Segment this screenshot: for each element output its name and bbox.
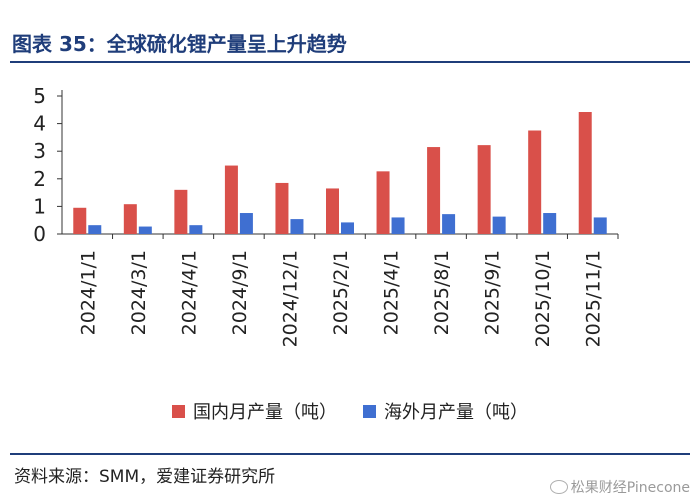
weibo-icon (549, 480, 568, 494)
x-tick-label: 2025/8/1 (431, 250, 453, 335)
bar-overseas (391, 217, 405, 234)
legend: 国内月产量（吨） 海外月产量（吨） (0, 398, 700, 424)
x-tick-label: 2024/9/1 (229, 250, 251, 335)
bar-domestic (578, 112, 592, 234)
bar-overseas (543, 213, 557, 234)
bar-domestic (376, 171, 390, 234)
source-note: 资料来源：SMM，爱建证券研究所 (14, 467, 276, 487)
bar-domestic (224, 165, 238, 234)
bar-overseas (442, 214, 456, 234)
y-tick-label: 3 (33, 139, 46, 163)
bar-overseas (341, 222, 354, 234)
bar-overseas (593, 217, 607, 234)
x-tick-label: 2025/2/1 (330, 250, 352, 335)
bar-overseas (290, 219, 304, 234)
page-title: 图表 35：全球硫化锂产量呈上升趋势 (12, 32, 347, 56)
x-tick-label: 2024/12/1 (279, 250, 301, 347)
legend-item-overseas: 海外月产量（吨） (363, 398, 528, 424)
bar-domestic (73, 207, 87, 234)
watermark: 松果财经Pinecone (549, 477, 690, 497)
watermark-text: 松果财经Pinecone (570, 480, 690, 496)
x-tick-label: 2024/1/1 (77, 250, 99, 335)
x-tick-label: 2025/10/1 (532, 250, 554, 347)
y-tick-label: 4 (33, 112, 46, 136)
bar-domestic (528, 130, 542, 234)
title-divider (10, 61, 690, 63)
bar-overseas (239, 213, 253, 234)
legend-label-domestic: 国内月产量（吨） (193, 402, 337, 423)
bar-overseas (492, 216, 506, 234)
bar-domestic (477, 145, 491, 234)
legend-swatch-domestic (172, 404, 185, 418)
x-tick-label: 2025/11/1 (583, 250, 605, 347)
footer-divider (10, 453, 690, 455)
bar-chart: 0 1 2 3 4 5 2024/1/1 2024/3/1 2024/4/1 2024/9/1 20… (33, 84, 619, 347)
x-tick-label: 2025/4/1 (381, 250, 403, 335)
bar-domestic (123, 204, 137, 234)
bar-domestic (174, 189, 188, 234)
bar-overseas (138, 226, 152, 234)
y-tick-label: 5 (33, 84, 46, 108)
bar-domestic (275, 182, 289, 234)
bar-overseas (189, 225, 203, 234)
legend-item-domestic: 国内月产量（吨） (172, 398, 337, 424)
legend-label-overseas: 海外月产量（吨） (384, 402, 528, 423)
x-tick-label: 2025/9/1 (482, 250, 504, 335)
y-tick-label: 2 (33, 167, 46, 191)
legend-swatch-overseas (363, 404, 376, 418)
x-tick-label: 2024/3/1 (128, 250, 150, 335)
bar-domestic (326, 188, 339, 234)
x-tick-label: 2024/4/1 (178, 250, 200, 335)
bar-overseas (88, 225, 102, 234)
y-tick-label: 1 (33, 194, 46, 218)
bar-domestic (427, 147, 441, 234)
y-tick-label: 0 (33, 222, 46, 246)
